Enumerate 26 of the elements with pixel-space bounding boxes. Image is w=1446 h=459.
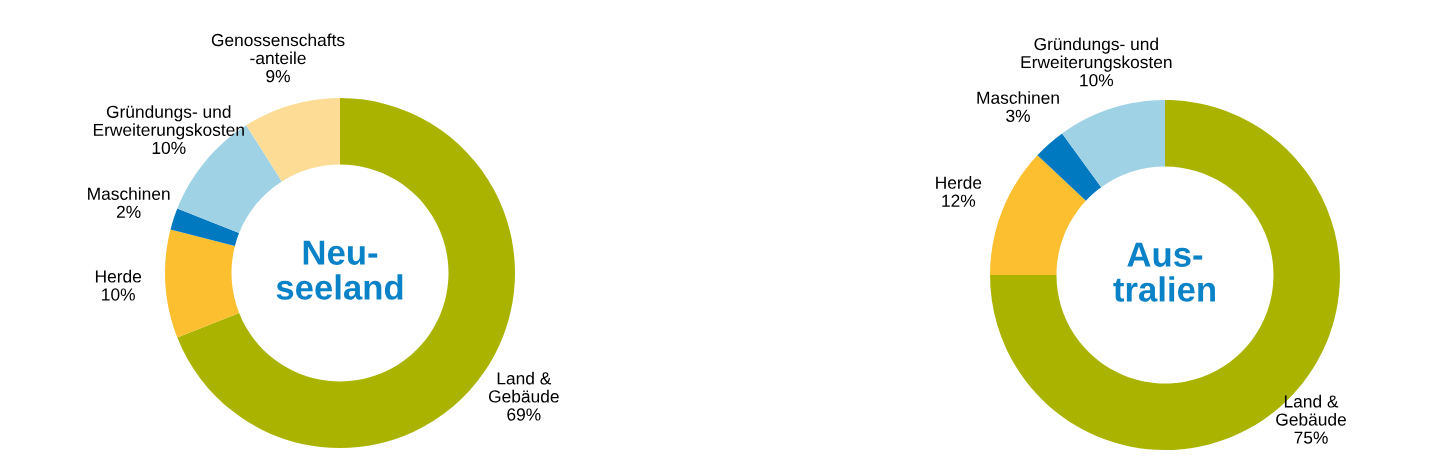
donut-slice xyxy=(170,208,240,247)
data-label: 10% xyxy=(1080,74,1114,87)
slice-label: Maschinen xyxy=(88,187,170,200)
data-label: 10% xyxy=(102,288,135,301)
donut-slice xyxy=(1062,100,1165,188)
slice-label: Herde xyxy=(95,269,142,283)
data-label: 75% xyxy=(1294,431,1328,444)
slice-label: Land & Gebäude xyxy=(1276,394,1346,426)
donut-slice xyxy=(165,229,240,338)
donut-slice xyxy=(246,98,340,182)
slice-label: Land & Gebäude xyxy=(488,371,559,403)
slice-label: Herde xyxy=(936,176,982,189)
data-label: 3% xyxy=(1006,109,1030,122)
slice-label: Gründungs- und Erweiterungskosten xyxy=(93,105,244,140)
data-label: 10% xyxy=(152,141,186,155)
text: Aus- tralien xyxy=(1113,242,1215,302)
slice-label: Gründungs- und Erweiterungskosten xyxy=(1021,37,1172,72)
data-label: 12% xyxy=(942,194,976,207)
data-label: 9% xyxy=(266,70,290,83)
donut-slice xyxy=(1037,133,1102,201)
slice-label: Genossenschafts -anteile xyxy=(211,33,345,65)
text: Neu- seeland xyxy=(276,240,403,300)
slice-label: Maschinen xyxy=(977,91,1059,104)
data-label: 69% xyxy=(507,408,541,421)
donut-slice xyxy=(990,155,1086,275)
data-label: 2% xyxy=(116,205,141,218)
